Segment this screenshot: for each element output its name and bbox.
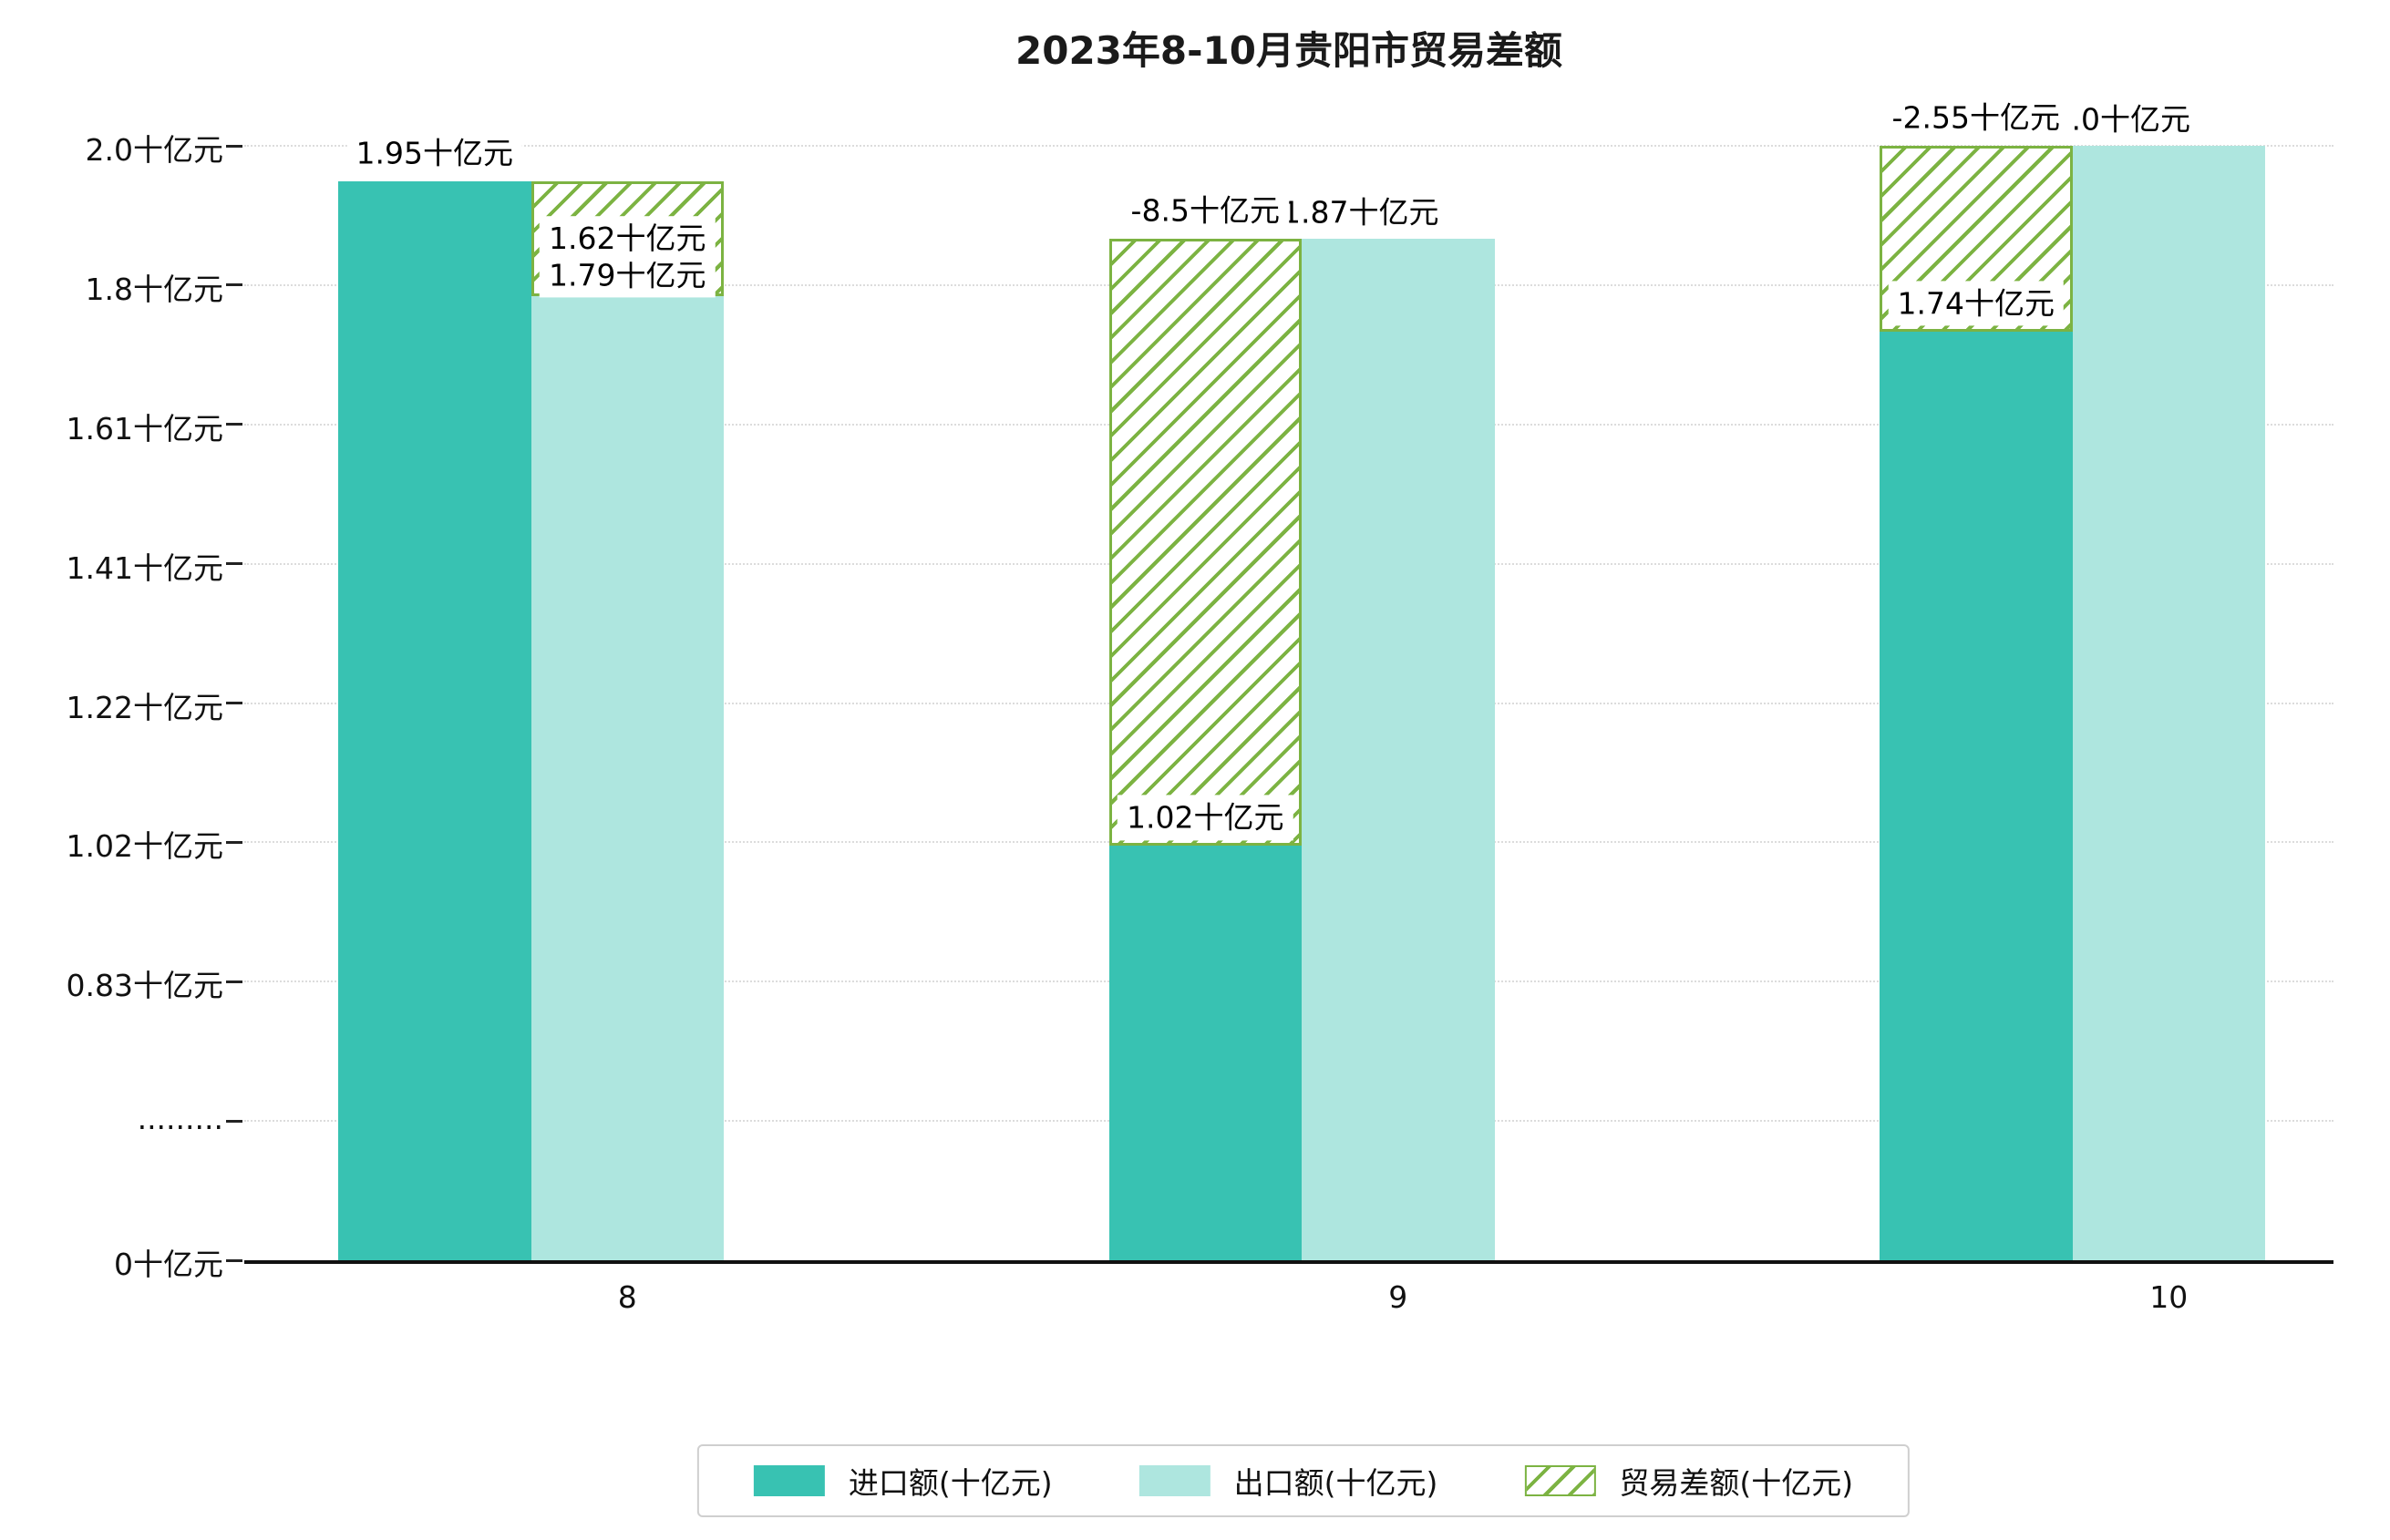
- y-tick-label: 1.22十亿元: [66, 689, 223, 725]
- export-value-label: 1.87十亿元: [1272, 190, 1448, 235]
- y-tick-mark: [226, 283, 242, 287]
- y-tick-mark: [226, 1119, 242, 1123]
- y-tick-mark: [226, 144, 242, 148]
- y-tick-label: .........: [137, 1101, 223, 1137]
- y-tick-mark: [226, 562, 242, 566]
- y-tick-label: 1.61十亿元: [66, 410, 223, 447]
- diff-value-label: -2.55十亿元: [1882, 95, 2069, 140]
- diff-value-label: 1.62十亿元: [540, 216, 716, 262]
- y-tick-mark: [226, 423, 242, 426]
- import-value-label: 1.74十亿元: [1888, 281, 2064, 326]
- y-tick-mark: [226, 1258, 242, 1262]
- legend-item-diff: 贸易差额(十亿元): [1524, 1459, 1853, 1503]
- import-bar: [338, 181, 531, 1260]
- legend: 进口额(十亿元) 出口额(十亿元) 贸易差额(十亿元): [696, 1444, 1911, 1517]
- y-tick-mark: [226, 702, 242, 704]
- legend-swatch-export-icon: [1138, 1465, 1210, 1496]
- y-tick-label: 1.8十亿元: [85, 271, 223, 307]
- diff-bar: [1108, 238, 1302, 847]
- import-bar: [1880, 331, 2073, 1260]
- import-bar: [1108, 846, 1302, 1260]
- export-value-label: 2.0十亿元: [2043, 97, 2199, 142]
- diff-value-label: -8.5十亿元: [1121, 188, 1289, 233]
- legend-swatch-diff-icon: [1524, 1465, 1596, 1496]
- y-tick-label: 2.0十亿元: [85, 132, 223, 168]
- y-tick-label: 0十亿元: [114, 1247, 223, 1282]
- y-tick-label: 1.02十亿元: [66, 828, 223, 865]
- legend-label-import: 进口额(十亿元): [848, 1465, 1053, 1501]
- y-tick-label: 1.41十亿元: [66, 549, 223, 586]
- chart-title: 2023年8-10月贵阳市贸易差额: [1015, 28, 1562, 73]
- y-tick-mark: [226, 840, 242, 844]
- export-bar: [1302, 238, 1495, 1260]
- x-tick-label: 8: [617, 1279, 637, 1315]
- legend-label-diff: 贸易差额(十亿元): [1619, 1465, 1854, 1501]
- gridline: [244, 145, 2333, 147]
- legend-label-export: 出口额(十亿元): [1233, 1465, 1438, 1501]
- x-tick-label: 10: [2149, 1279, 2189, 1315]
- import-value-label: 1.02十亿元: [1118, 795, 1293, 841]
- export-bar: [531, 295, 724, 1260]
- import-value-label: 1.95十亿元: [346, 130, 522, 177]
- x-tick-label: 9: [1388, 1279, 1408, 1315]
- export-bar: [2072, 146, 2265, 1260]
- legend-swatch-import-icon: [753, 1465, 825, 1496]
- legend-item-export: 出口额(十亿元): [1138, 1459, 1438, 1503]
- x-axis-line: [244, 1260, 2333, 1264]
- legend-item-import: 进口额(十亿元): [753, 1459, 1053, 1503]
- y-tick-mark: [226, 980, 242, 983]
- y-tick-label: 0.83十亿元: [66, 968, 223, 1004]
